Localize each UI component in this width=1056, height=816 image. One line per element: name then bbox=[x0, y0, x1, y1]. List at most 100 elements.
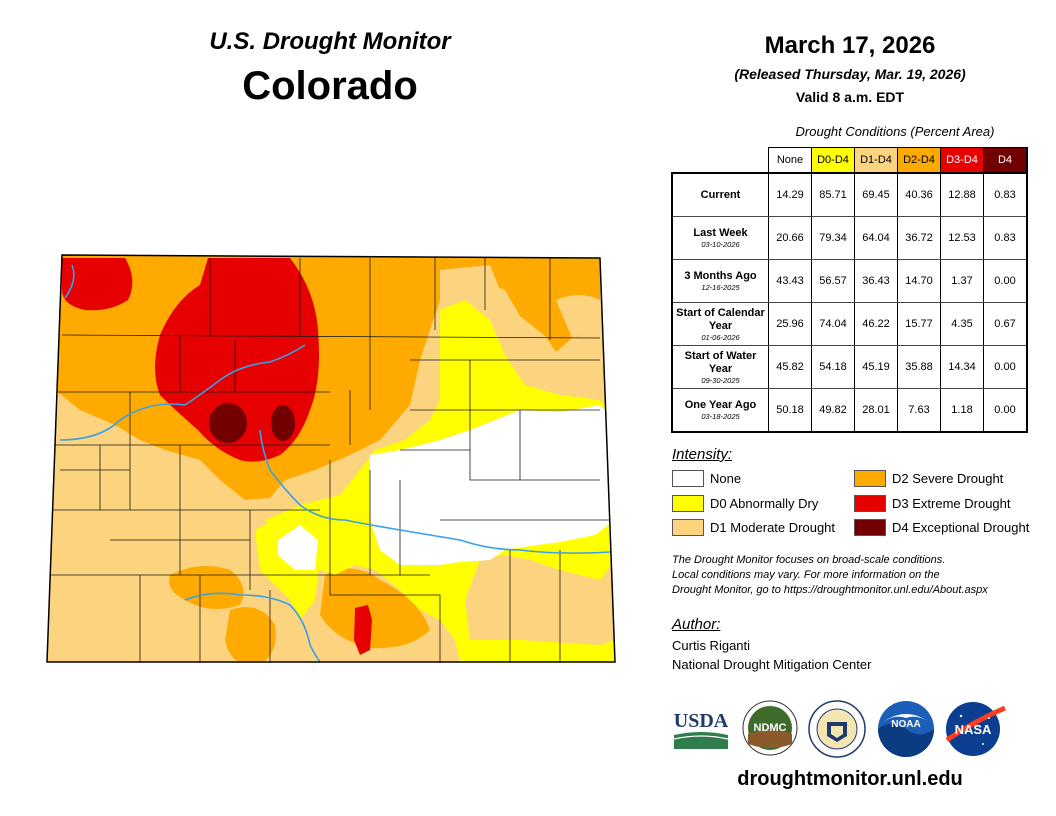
disclaimer-note: The Drought Monitor focuses on broad-sca… bbox=[672, 553, 1042, 598]
release-date: (Released Thursday, Mar. 19, 2026) bbox=[734, 66, 966, 82]
table-row: Current 14.29 85.71 69.45 40.36 12.88 0.83 bbox=[671, 172, 1028, 217]
row-date: 03-18-2025 bbox=[701, 412, 740, 421]
author-title: Author: bbox=[672, 616, 721, 633]
table-row: One Year Ago 03-18-2025 50.18 49.82 28.01 7.6… bbox=[671, 388, 1028, 433]
row-label-text: Start of Calendar Year bbox=[676, 306, 765, 332]
table-cell: 40.36 bbox=[897, 172, 941, 217]
table-row: Start of Water Year 09-30-2025 45.82 54.18 4… bbox=[671, 345, 1028, 389]
column-header: D0-D4 bbox=[811, 147, 855, 174]
legend-label: D4 Exceptional Drought bbox=[892, 520, 1030, 535]
legend-swatch bbox=[854, 519, 886, 536]
table-cell: 36.72 bbox=[897, 216, 941, 260]
legend-swatch bbox=[672, 470, 704, 487]
table-corner bbox=[672, 148, 769, 174]
table-cell: 79.34 bbox=[811, 216, 855, 260]
table-cell: 43.43 bbox=[768, 259, 812, 303]
row-date: 01-06-2026 bbox=[701, 332, 740, 342]
table-cell: 50.18 bbox=[768, 388, 812, 433]
table-cell: 35.88 bbox=[897, 345, 941, 389]
table-cell: 1.37 bbox=[940, 259, 984, 303]
state-outline bbox=[46, 254, 616, 663]
row-label: Current bbox=[671, 172, 769, 217]
table-cell: 14.29 bbox=[768, 172, 812, 217]
legend-swatch bbox=[854, 470, 886, 487]
table-cell: 12.53 bbox=[940, 216, 984, 260]
table-cell: 64.04 bbox=[854, 216, 898, 260]
row-label: Start of Water Year 09-30-2025 bbox=[671, 345, 769, 389]
legend-item-d1: D1 Moderate Drought bbox=[672, 519, 835, 536]
colorado-drought-map bbox=[46, 254, 616, 663]
table-cell: 0.83 bbox=[983, 172, 1028, 217]
row-date: 03-10-2026 bbox=[701, 240, 740, 249]
table-cell: 74.04 bbox=[811, 302, 855, 346]
ndmc-logo: NDMC bbox=[742, 700, 798, 756]
legend-item-d4: D4 Exceptional Drought bbox=[854, 519, 1029, 536]
valid-time: Valid 8 a.m. EDT bbox=[795, 89, 905, 105]
table-cell: 14.34 bbox=[940, 345, 984, 389]
column-header: None bbox=[768, 147, 812, 174]
note-line: Local conditions may vary. For more info… bbox=[672, 569, 940, 581]
table-cell: 7.63 bbox=[897, 388, 941, 433]
legend-swatch bbox=[854, 495, 886, 512]
column-header: D3-D4 bbox=[940, 147, 984, 174]
map-title: U.S. Drought Monitor bbox=[209, 28, 451, 55]
legend-item-d0: D0 Abnormally Dry bbox=[672, 495, 818, 512]
table-cell: 14.70 bbox=[897, 259, 941, 303]
row-label-text: 3 Months Ago bbox=[684, 270, 757, 282]
note-line: Drought Monitor, go to https://droughtmo… bbox=[672, 584, 988, 596]
table-cell: 0.67 bbox=[983, 302, 1028, 346]
row-label: 3 Months Ago 12-16-2025 bbox=[671, 259, 769, 303]
author-name: Curtis Riganti bbox=[672, 638, 751, 653]
table-cell: 36.43 bbox=[854, 259, 898, 303]
row-label: One Year Ago 03-18-2025 bbox=[671, 388, 769, 433]
table-cell: 0.00 bbox=[983, 259, 1028, 303]
table-header-row: None D0-D4 D1-D4 D2-D4 D3-D4 D4 bbox=[672, 147, 1028, 174]
noaa-logo-text: NOAA bbox=[891, 719, 920, 730]
noaa-logo: NOAA bbox=[878, 701, 934, 757]
table-cell: 0.00 bbox=[983, 388, 1028, 433]
usda-logo-text: USDA bbox=[674, 710, 729, 732]
table-cell: 69.45 bbox=[854, 172, 898, 217]
table-cell: 12.88 bbox=[940, 172, 984, 217]
table-cell: 0.83 bbox=[983, 216, 1028, 260]
table-cell: 20.66 bbox=[768, 216, 812, 260]
note-line: The Drought Monitor focuses on broad-sca… bbox=[672, 554, 946, 566]
row-date: 09-30-2025 bbox=[701, 375, 740, 385]
row-label-text: Current bbox=[700, 188, 741, 201]
usda-logo: USDA bbox=[674, 710, 729, 749]
table-row: Last Week 03-10-2026 20.66 79.34 64.04 36.72 1… bbox=[671, 216, 1028, 260]
table-caption: Drought Conditions (Percent Area) bbox=[795, 124, 995, 139]
column-header: D4 bbox=[983, 147, 1028, 174]
table-cell: 46.22 bbox=[854, 302, 898, 346]
legend-label: D3 Extreme Drought bbox=[892, 496, 1011, 511]
row-label-text: Start of Water Year bbox=[684, 349, 757, 375]
table-cell: 28.01 bbox=[854, 388, 898, 433]
legend-swatch bbox=[672, 519, 704, 536]
nasa-logo: NASA bbox=[945, 702, 1007, 756]
table-row: 3 Months Ago 12-16-2025 43.43 56.57 36.43 14.… bbox=[671, 259, 1028, 303]
state-title: Colorado bbox=[242, 64, 418, 108]
table-cell: 54.18 bbox=[811, 345, 855, 389]
table-cell: 1.18 bbox=[940, 388, 984, 433]
legend-label: D1 Moderate Drought bbox=[710, 520, 836, 535]
legend-title: Intensity: bbox=[672, 446, 733, 463]
table-cell: 45.82 bbox=[768, 345, 812, 389]
county-lines bbox=[47, 258, 615, 662]
drought-conditions-table: None D0-D4 D1-D4 D2-D4 D3-D4 D4 Current 14.29 8… bbox=[671, 147, 1028, 433]
row-label-text: One Year Ago bbox=[684, 399, 757, 411]
table-cell: 25.96 bbox=[768, 302, 812, 346]
column-header: D2-D4 bbox=[897, 147, 941, 174]
column-header: D1-D4 bbox=[854, 147, 898, 174]
legend-label: D2 Severe Drought bbox=[892, 471, 1004, 486]
doc-seal-logo bbox=[808, 700, 866, 758]
legend-item-none: None bbox=[672, 470, 741, 487]
rivers bbox=[59, 264, 611, 663]
table-cell: 85.71 bbox=[811, 172, 855, 217]
table-row: Start of Calendar Year 01-06-2026 25.96 74.… bbox=[671, 302, 1028, 346]
table-cell: 15.77 bbox=[897, 302, 941, 346]
author-org: National Drought Mitigation Center bbox=[672, 657, 872, 672]
table-cell: 49.82 bbox=[811, 388, 855, 433]
website-url[interactable]: droughtmonitor.unl.edu bbox=[737, 768, 963, 790]
nasa-logo-text: NASA bbox=[955, 722, 992, 737]
legend-swatch bbox=[672, 495, 704, 512]
